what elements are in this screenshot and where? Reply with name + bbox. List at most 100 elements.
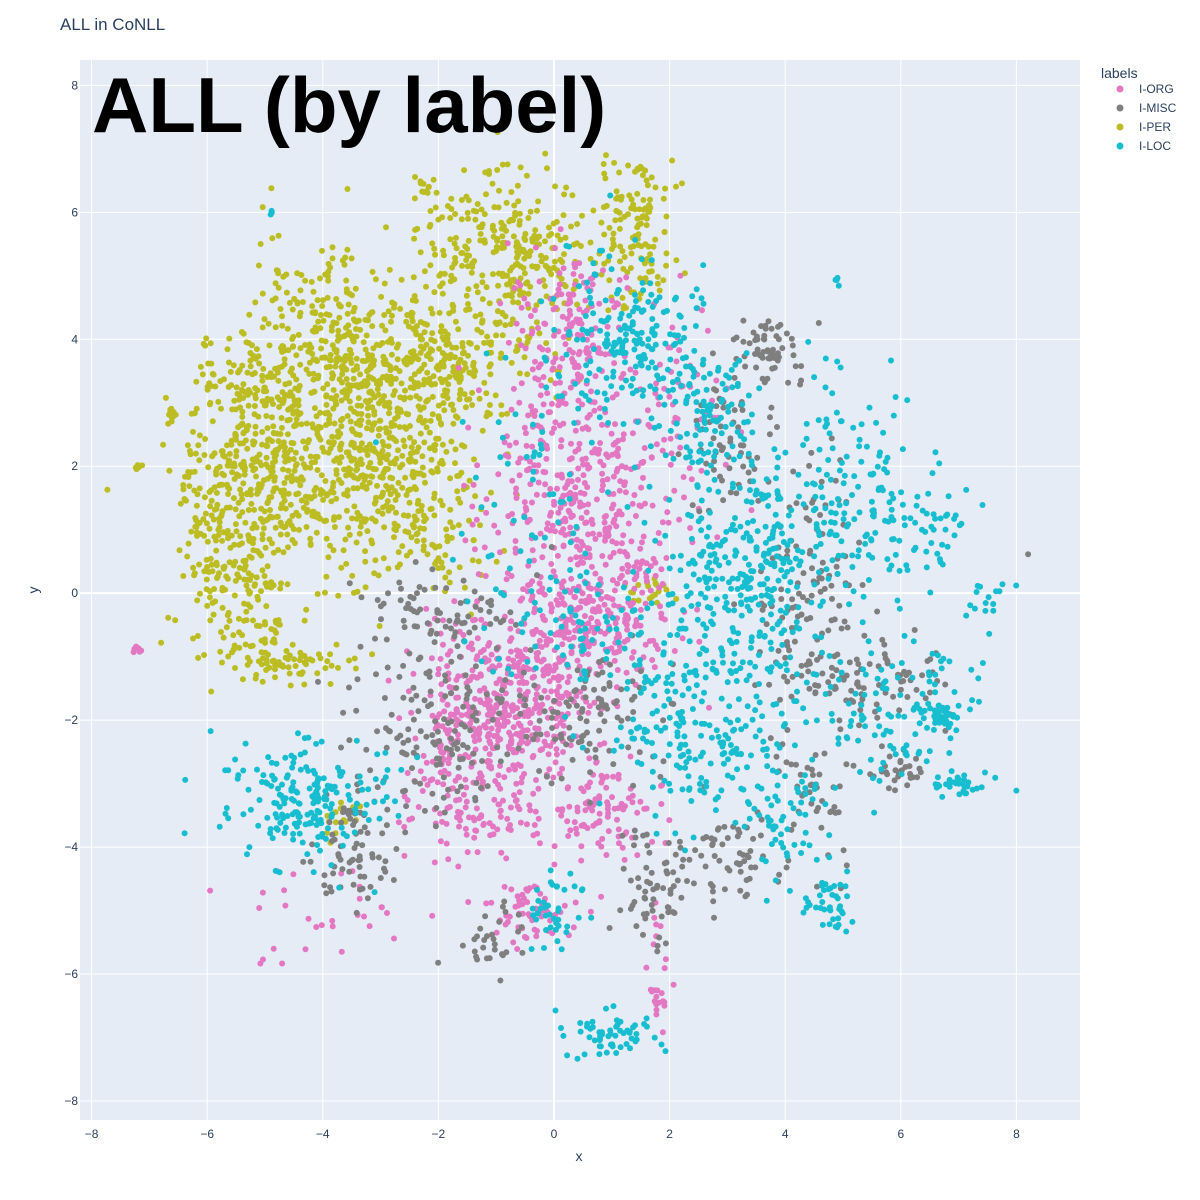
data-point: [840, 847, 847, 854]
data-point: [401, 793, 408, 800]
data-point: [602, 702, 609, 709]
data-point: [508, 618, 515, 625]
data-point: [330, 319, 337, 326]
data-point: [560, 420, 567, 427]
data-point: [598, 219, 605, 226]
data-point: [431, 859, 438, 866]
data-point: [438, 421, 445, 428]
data-point: [614, 580, 621, 587]
data-point: [660, 998, 667, 1005]
data-point: [513, 485, 520, 492]
data-point: [927, 689, 933, 696]
data-point: [769, 625, 776, 632]
data-point: [184, 442, 191, 449]
data-point: [546, 224, 552, 231]
data-point: [255, 262, 262, 269]
data-point: [318, 337, 325, 344]
data-point: [444, 538, 451, 545]
data-point: [455, 495, 462, 502]
data-point: [279, 343, 286, 349]
data-point: [377, 459, 384, 466]
data-point: [474, 462, 481, 469]
data-point: [580, 472, 587, 479]
data-point: [442, 623, 449, 630]
data-point: [263, 660, 270, 667]
data-point: [348, 426, 355, 433]
data-point: [808, 651, 815, 658]
data-point: [407, 458, 413, 465]
data-point: [385, 590, 391, 597]
data-point: [318, 345, 325, 352]
data-point: [486, 363, 493, 370]
data-point: [502, 313, 509, 320]
data-point: [355, 475, 361, 482]
data-point: [737, 523, 744, 530]
data-point: [615, 775, 622, 782]
data-point: [478, 784, 484, 791]
data-point: [360, 339, 367, 346]
data-point: [837, 726, 844, 733]
data-point: [787, 537, 794, 544]
data-point: [375, 426, 382, 433]
data-point: [421, 807, 428, 814]
data-point: [508, 732, 515, 739]
data-point: [279, 313, 285, 320]
data-point: [464, 209, 471, 216]
data-point: [262, 649, 269, 656]
data-point: [252, 423, 259, 430]
data-point: [631, 693, 638, 700]
data-point: [453, 685, 460, 691]
data-point: [663, 586, 670, 593]
data-point: [400, 617, 407, 624]
data-point: [567, 311, 574, 318]
data-point: [515, 299, 522, 306]
data-point: [289, 403, 296, 410]
data-point: [473, 780, 480, 786]
data-point: [595, 345, 602, 352]
data-point: [768, 611, 774, 618]
data-point: [720, 497, 727, 504]
data-point: [427, 346, 434, 353]
data-point: [579, 212, 585, 219]
data-point: [477, 231, 484, 237]
data-point: [617, 575, 623, 582]
data-point: [343, 324, 349, 331]
data-point: [327, 445, 334, 452]
data-point: [351, 818, 358, 825]
data-point: [579, 425, 586, 432]
data-point: [460, 632, 467, 638]
data-point: [224, 575, 231, 582]
data-point: [595, 695, 602, 702]
data-point: [547, 377, 554, 384]
data-point: [535, 364, 542, 371]
data-point: [604, 799, 611, 806]
data-point: [447, 648, 454, 655]
data-point: [789, 342, 796, 349]
data-point: [466, 814, 472, 821]
data-point: [532, 808, 539, 815]
data-point: [636, 749, 643, 756]
data-point: [375, 432, 382, 439]
data-point: [734, 833, 741, 840]
data-point: [733, 638, 740, 645]
data-point: [453, 722, 460, 729]
data-point: [667, 435, 674, 442]
data-point: [231, 642, 238, 649]
data-point: [188, 528, 195, 535]
data-point: [634, 215, 641, 222]
data-point: [521, 895, 527, 902]
data-point: [231, 592, 238, 599]
data-point: [278, 522, 285, 529]
data-point: [401, 443, 408, 450]
data-point: [647, 196, 653, 203]
data-point: [613, 698, 620, 705]
data-point: [514, 893, 521, 900]
data-point: [587, 908, 594, 915]
data-point: [443, 390, 450, 396]
data-point: [263, 580, 269, 587]
data-point: [538, 694, 545, 701]
data-point: [196, 432, 203, 439]
data-point: [440, 252, 447, 259]
data-point: [652, 642, 659, 649]
data-point: [508, 406, 515, 413]
